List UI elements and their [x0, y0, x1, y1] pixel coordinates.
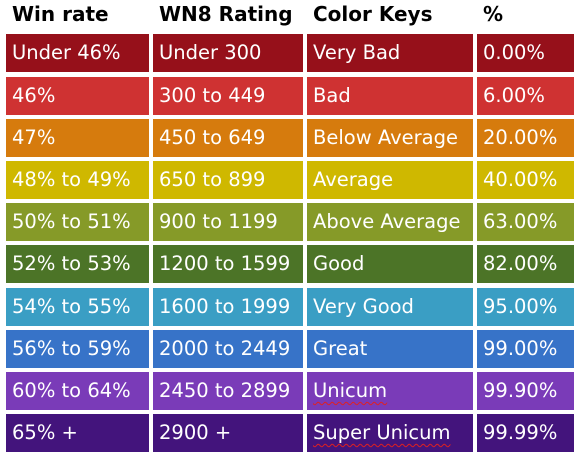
cell-percent-text: 99.99% — [483, 421, 558, 444]
cell-win-rate: Under 46% — [6, 34, 149, 72]
cell-percent: 82.00% — [477, 245, 574, 283]
cell-percent: 63.00% — [477, 203, 574, 241]
cell-win-rate-text: 56% to 59% — [12, 337, 131, 360]
cell-win-rate: 46% — [6, 77, 149, 115]
cell-color-key-text: Very Good — [313, 295, 414, 318]
cell-win-rate: 52% to 53% — [6, 245, 149, 283]
cell-color-key-text: Average — [313, 168, 394, 191]
table-row: 52% to 53% 1200 to 1599 Good 82.00% — [0, 245, 575, 283]
cell-win-rate-text: 48% to 49% — [12, 168, 131, 191]
header-win-rate: Win rate — [12, 2, 109, 26]
cell-color-key-text: Great — [313, 337, 368, 360]
cell-wn8-rating: 2000 to 2449 — [153, 330, 303, 368]
cell-wn8-rating-text: 900 to 1199 — [159, 210, 278, 233]
cell-wn8-rating: 650 to 899 — [153, 161, 303, 199]
cell-color-key: Average — [307, 161, 473, 199]
cell-percent: 99.00% — [477, 330, 574, 368]
header-percent: % — [483, 2, 504, 26]
cell-win-rate-text: 50% to 51% — [12, 210, 131, 233]
cell-win-rate: 60% to 64% — [6, 372, 149, 410]
table-row: 46% 300 to 449 Bad 6.00% — [0, 77, 575, 115]
cell-win-rate: 47% — [6, 119, 149, 157]
cell-wn8-rating-text: 2000 to 2449 — [159, 337, 291, 360]
cell-percent-text: 95.00% — [483, 295, 558, 318]
cell-win-rate-text: 46% — [12, 84, 56, 107]
cell-wn8-rating-text: 300 to 449 — [159, 84, 266, 107]
cell-color-key: Below Average — [307, 119, 473, 157]
header-wn8-rating: WN8 Rating — [159, 2, 293, 26]
table-row: 60% to 64% 2450 to 2899 Unicum 99.90% — [0, 372, 575, 410]
cell-percent: 95.00% — [477, 288, 574, 326]
cell-color-key-text: Below Average — [313, 126, 458, 149]
cell-color-key: Good — [307, 245, 473, 283]
cell-color-key-text: Unicum — [313, 379, 388, 402]
table-row: 65% + 2900 + Super Unicum 99.99% — [0, 414, 575, 452]
cell-wn8-rating-text: 450 to 649 — [159, 126, 266, 149]
cell-wn8-rating-text: 2450 to 2899 — [159, 379, 291, 402]
cell-wn8-rating-text: 1200 to 1599 — [159, 252, 291, 275]
cell-wn8-rating: 450 to 649 — [153, 119, 303, 157]
cell-color-key-text: Good — [313, 252, 365, 275]
cell-color-key-text: Very Bad — [313, 41, 401, 64]
cell-win-rate-text: 52% to 53% — [12, 252, 131, 275]
cell-wn8-rating: 1600 to 1999 — [153, 288, 303, 326]
cell-wn8-rating: 2900 + — [153, 414, 303, 452]
cell-win-rate-text: 54% to 55% — [12, 295, 131, 318]
cell-win-rate: 65% + — [6, 414, 149, 452]
cell-win-rate: 50% to 51% — [6, 203, 149, 241]
cell-color-key: Unicum — [307, 372, 473, 410]
cell-percent-text: 20.00% — [483, 126, 558, 149]
table-row: 47% 450 to 649 Below Average 20.00% — [0, 119, 575, 157]
cell-wn8-rating-text: Under 300 — [159, 41, 262, 64]
cell-win-rate-text: Under 46% — [12, 41, 121, 64]
cell-wn8-rating: 300 to 449 — [153, 77, 303, 115]
table-row: 50% to 51% 900 to 1199 Above Average 63.00% — [0, 203, 575, 241]
cell-color-key: Great — [307, 330, 473, 368]
cell-percent: 6.00% — [477, 77, 574, 115]
cell-percent-text: 63.00% — [483, 210, 558, 233]
cell-win-rate-text: 65% + — [12, 421, 78, 444]
table-header: Win rate WN8 Rating Color Keys % — [0, 0, 575, 32]
cell-percent-text: 40.00% — [483, 168, 558, 191]
cell-wn8-rating: 1200 to 1599 — [153, 245, 303, 283]
cell-color-key: Super Unicum — [307, 414, 473, 452]
cell-wn8-rating-text: 2900 + — [159, 421, 232, 444]
cell-percent-text: 99.90% — [483, 379, 558, 402]
table-row: 54% to 55% 1600 to 1999 Very Good 95.00% — [0, 288, 575, 326]
cell-color-key: Very Bad — [307, 34, 473, 72]
cell-color-key: Very Good — [307, 288, 473, 326]
cell-wn8-rating: 2450 to 2899 — [153, 372, 303, 410]
cell-color-key: Above Average — [307, 203, 473, 241]
cell-percent: 20.00% — [477, 119, 574, 157]
cell-wn8-rating-text: 1600 to 1999 — [159, 295, 291, 318]
cell-color-key-text: Super Unicum — [313, 421, 451, 444]
cell-win-rate: 56% to 59% — [6, 330, 149, 368]
cell-color-key-text: Bad — [313, 84, 351, 107]
cell-percent-text: 82.00% — [483, 252, 558, 275]
table-row: 48% to 49% 650 to 899 Average 40.00% — [0, 161, 575, 199]
cell-color-key: Bad — [307, 77, 473, 115]
cell-wn8-rating: Under 300 — [153, 34, 303, 72]
cell-win-rate-text: 47% — [12, 126, 56, 149]
header-color-keys: Color Keys — [313, 2, 433, 26]
cell-percent-text: 0.00% — [483, 41, 545, 64]
cell-wn8-rating-text: 650 to 899 — [159, 168, 266, 191]
cell-percent: 99.90% — [477, 372, 574, 410]
cell-percent: 0.00% — [477, 34, 574, 72]
cell-win-rate-text: 60% to 64% — [12, 379, 131, 402]
table-row: 56% to 59% 2000 to 2449 Great 99.00% — [0, 330, 575, 368]
table-row: Under 46% Under 300 Very Bad 0.00% — [0, 34, 575, 72]
cell-color-key-text: Above Average — [313, 210, 461, 233]
cell-percent-text: 6.00% — [483, 84, 545, 107]
cell-win-rate: 54% to 55% — [6, 288, 149, 326]
cell-percent: 99.99% — [477, 414, 574, 452]
cell-win-rate: 48% to 49% — [6, 161, 149, 199]
cell-percent-text: 99.00% — [483, 337, 558, 360]
cell-percent: 40.00% — [477, 161, 574, 199]
cell-wn8-rating: 900 to 1199 — [153, 203, 303, 241]
